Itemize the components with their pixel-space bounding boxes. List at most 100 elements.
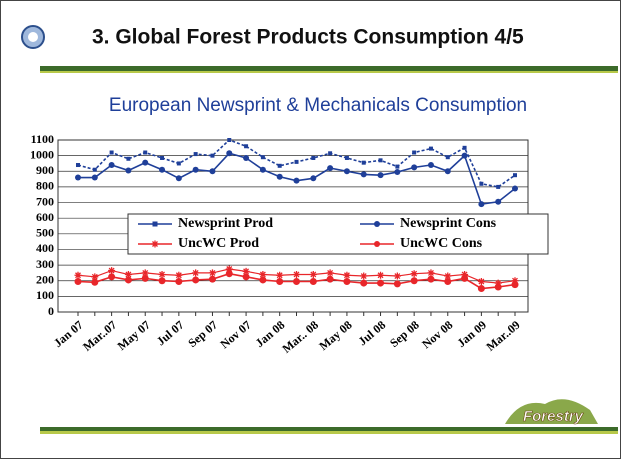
- marker: [326, 275, 334, 283]
- marker: [374, 221, 380, 227]
- marker: [225, 270, 233, 278]
- marker: [377, 172, 384, 179]
- marker: [410, 277, 418, 285]
- marker: [227, 138, 232, 142]
- legend-label: Newsprint Prod: [178, 216, 273, 231]
- legend-label: Newsprint Cons: [400, 216, 497, 231]
- marker: [124, 270, 132, 278]
- marker: [395, 164, 400, 169]
- marker: [126, 156, 131, 161]
- marker: [343, 168, 350, 175]
- marker: [512, 185, 518, 192]
- marker: [91, 174, 98, 181]
- marker: [125, 167, 132, 174]
- marker: [427, 275, 435, 283]
- marker: [479, 181, 484, 186]
- marker: [158, 270, 166, 278]
- marker: [461, 274, 469, 282]
- marker: [293, 278, 300, 286]
- marker: [309, 278, 317, 286]
- marker: [193, 152, 198, 157]
- marker: [108, 273, 116, 281]
- marker: [461, 270, 469, 278]
- marker: [259, 276, 267, 284]
- marker: [277, 163, 282, 168]
- marker: [293, 177, 300, 184]
- marker: [410, 270, 418, 278]
- marker: [91, 273, 99, 281]
- marker: [377, 279, 385, 287]
- marker: [192, 276, 200, 284]
- y-tick-label: 400: [36, 241, 54, 255]
- marker: [74, 271, 82, 279]
- logo-trees: [505, 399, 598, 424]
- marker: [393, 272, 401, 280]
- logo-icon-center: [28, 32, 38, 42]
- marker: [378, 158, 383, 163]
- marker: [142, 159, 149, 166]
- marker: [494, 279, 502, 287]
- y-tick-label: 1000: [30, 147, 54, 161]
- marker: [91, 278, 99, 286]
- title-rule-light: [40, 71, 618, 73]
- chart-title: European Newsprint & Mechanicals Consump…: [109, 95, 527, 116]
- marker: [462, 145, 467, 150]
- marker: [360, 279, 368, 287]
- marker: [326, 269, 334, 277]
- marker: [225, 265, 233, 273]
- marker: [310, 175, 317, 182]
- marker: [92, 167, 97, 172]
- marker: [477, 285, 485, 293]
- marker: [192, 269, 200, 277]
- y-tick-label: 300: [36, 257, 54, 271]
- marker: [361, 160, 366, 165]
- legend-box: [127, 213, 549, 255]
- marker: [327, 165, 334, 172]
- marker: [108, 267, 116, 275]
- marker: [108, 162, 115, 169]
- marker: [360, 272, 368, 280]
- marker: [511, 277, 519, 285]
- marker: [394, 169, 401, 176]
- marker: [343, 278, 351, 286]
- y-tick-label: 200: [36, 272, 54, 286]
- marker: [124, 276, 132, 284]
- marker: [109, 150, 114, 155]
- marker: [159, 166, 166, 173]
- marker: [76, 163, 80, 168]
- marker: [244, 144, 249, 149]
- marker: [478, 201, 485, 208]
- y-tick-label: 1100: [31, 132, 54, 146]
- marker: [74, 278, 82, 286]
- marker: [141, 269, 149, 277]
- legend-label: UncWC Cons: [400, 236, 483, 251]
- marker: [175, 271, 183, 279]
- title-rule: [40, 66, 618, 71]
- marker: [160, 155, 165, 160]
- marker: [374, 241, 380, 247]
- marker: [259, 166, 266, 173]
- logo-text: Forestry: [523, 408, 584, 425]
- marker: [293, 270, 300, 278]
- legend-label: UncWC Prod: [178, 236, 259, 251]
- marker: [411, 164, 418, 171]
- marker: [209, 168, 216, 175]
- marker: [141, 274, 149, 282]
- marker: [276, 173, 283, 180]
- marker: [427, 162, 434, 169]
- marker: [393, 280, 401, 288]
- marker: [210, 153, 215, 158]
- marker: [208, 275, 216, 283]
- marker: [208, 269, 216, 277]
- marker: [309, 270, 317, 278]
- marker: [151, 240, 159, 248]
- marker: [360, 171, 367, 178]
- marker: [412, 150, 417, 155]
- marker: [444, 278, 452, 286]
- marker: [143, 150, 148, 155]
- footer-rule: [40, 427, 618, 431]
- y-tick-label: 900: [36, 163, 54, 177]
- marker: [152, 221, 158, 227]
- marker: [242, 267, 250, 275]
